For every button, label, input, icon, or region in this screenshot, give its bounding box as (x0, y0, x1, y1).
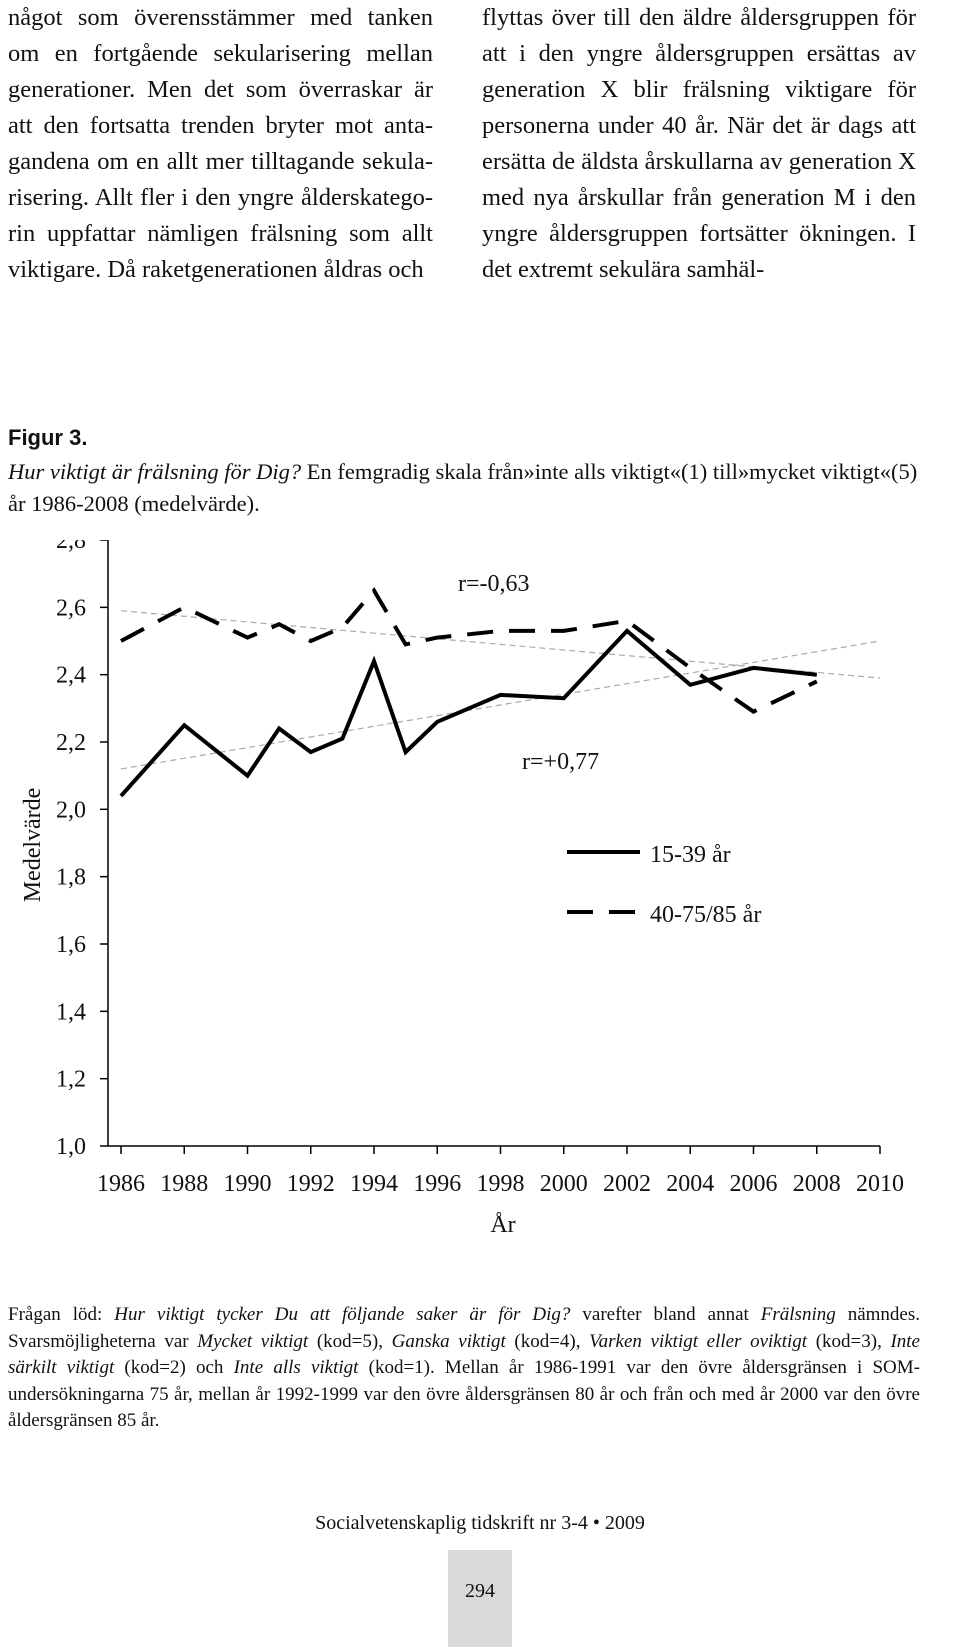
footnote-italic: Varken viktigt eller oviktigt (589, 1330, 808, 1352)
footnote-text: (kod=1). Mellan år 1986-1991 var den övr… (8, 1357, 920, 1431)
legend-label-older: 40-75/85 år (650, 902, 761, 928)
correlation-label-older: r=-0,63 (458, 571, 530, 597)
y-axis-title: Medelvärde (20, 788, 46, 903)
x-tick-label: 1990 (224, 1171, 272, 1197)
trend-line-younger (120, 640, 881, 770)
y-tick-label: 1,0 (56, 1134, 86, 1160)
correlation-label-younger: r=+0,77 (522, 749, 599, 775)
figure-caption-question: Hur viktigt är frälsning för Dig? (8, 459, 302, 484)
legend-label-younger: 15-39 år (650, 842, 731, 868)
figure-caption-description: En femgradig skala från»inte alls viktig… (8, 459, 918, 516)
series-lines (119, 587, 818, 798)
footnote-italic: Inte alls viktigt (233, 1357, 359, 1378)
x-tick-label: 1992 (287, 1171, 335, 1197)
x-tick-label: 2002 (603, 1171, 651, 1197)
x-tick-label: 1998 (477, 1171, 525, 1197)
body-text-right-column: flyttas över till den äldre åldersgruppe… (482, 0, 916, 288)
x-tick-label: 2004 (666, 1171, 714, 1197)
x-axis: 1986 1988 1990 1992 1994 1996 1998 2000 2002 2004… (97, 1145, 904, 1197)
paragraph-left: något som överensstämmer med tanken om e… (8, 4, 433, 283)
footnote-text: (kod=3), (807, 1330, 891, 1352)
figure-caption: Hur viktigt är frälsning för Dig? En fem… (8, 456, 918, 520)
y-tick-label: 2,8 (56, 540, 86, 554)
footnote-text: Frågan löd: (8, 1304, 115, 1325)
footnote-text: varefter bland annat (570, 1304, 761, 1325)
body-text-left-column: något som överensstämmer med tanken om e… (8, 0, 433, 288)
paragraph-right: flyttas över till den äldre åldersgruppe… (482, 4, 917, 283)
line-chart: 1,01,21,41,61,82,02,22,42,62,8 1986 1988 1… (20, 540, 904, 1238)
series-line-older (120, 587, 818, 715)
footnote-italic: Hur viktigt tycker Du att följande saker… (114, 1304, 571, 1325)
page-number-box: 294 (448, 1550, 512, 1647)
journal-footer: Socialvetenskaplig tidskrift nr 3-4 • 20… (315, 1512, 645, 1534)
y-tick-label: 2,6 (56, 595, 86, 621)
x-axis-title: År (490, 1212, 515, 1238)
footnote-text: (kod=4), (505, 1330, 590, 1352)
footnote-italic: Frälsning (760, 1304, 836, 1325)
x-tick-label: 1986 (97, 1171, 145, 1197)
x-tick-label: 1994 (350, 1171, 398, 1197)
x-tick-label: 2008 (793, 1171, 841, 1197)
y-tick-label: 1,4 (56, 999, 86, 1025)
y-tick-label: 2,2 (56, 730, 86, 756)
legend: 15-39 år 40-75/85 år (567, 842, 761, 928)
footnote-italic: Inte särkilt viktigt (8, 1330, 920, 1379)
x-tick-label: 2006 (730, 1171, 778, 1197)
figure-footnote: Frågan löd: Hur viktigt tycker Du att fö… (8, 1302, 920, 1435)
y-tick-label: 2,4 (56, 663, 86, 689)
footnote-text: (kod=5), (308, 1330, 392, 1352)
figure-label: Figur 3. (8, 425, 88, 450)
x-tick-label: 2000 (540, 1171, 588, 1197)
y-tick-label: 2,0 (56, 797, 86, 823)
series-line-younger (119, 628, 818, 798)
footnote-italic: Mycket viktigt (197, 1330, 309, 1352)
footnote-text: nämn­des. Svarsmöjligheterna var (8, 1304, 921, 1352)
y-axis: 1,0 1,2 1,4 1,6 1,8 2,0 2,2 2,4 2,6 2,8 (56, 540, 109, 1160)
trend-lines (120, 610, 881, 770)
y-tick-label: 1,2 (56, 1067, 86, 1093)
footnote-text: (kod=2) och (114, 1357, 234, 1378)
x-tick-label: 1988 (160, 1171, 208, 1197)
footnote-italic: Ganska viktigt (391, 1330, 506, 1352)
y-tick-label: 1,8 (56, 865, 86, 891)
page-number: 294 (465, 1580, 495, 1602)
x-tick-label: 1996 (413, 1171, 461, 1197)
y-tick-label: 1,6 (56, 932, 86, 958)
x-tick-label: 2010 (856, 1171, 904, 1197)
